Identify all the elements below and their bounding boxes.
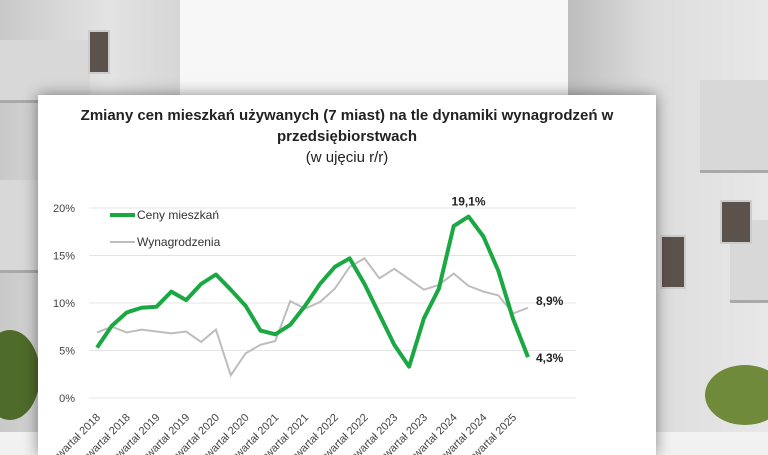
y-tick-label: 0%: [59, 393, 75, 405]
balcony: [700, 80, 768, 173]
y-tick-label: 5%: [59, 346, 75, 358]
balcony: [0, 40, 90, 103]
chart-card: Zmiany cen mieszkań używanych (7 miast) …: [38, 95, 656, 455]
data-label-wynagrodzenia-last: 8,9%: [536, 294, 564, 308]
y-tick-label: 15%: [53, 251, 75, 263]
background-sky: [150, 0, 630, 100]
window: [720, 200, 752, 244]
window: [88, 30, 110, 74]
data-label-ceny-last: 4,3%: [536, 351, 564, 365]
window: [660, 235, 686, 289]
y-tick-label: 10%: [53, 298, 75, 310]
series-line-wynagrodzenia: [97, 258, 528, 375]
legend-label: Wynagrodzenia: [137, 235, 221, 249]
balcony: [0, 180, 40, 273]
y-tick-label: 20%: [53, 203, 75, 215]
data-label-peak: 19,1%: [452, 195, 486, 209]
legend-label: Ceny mieszkań: [137, 208, 219, 222]
